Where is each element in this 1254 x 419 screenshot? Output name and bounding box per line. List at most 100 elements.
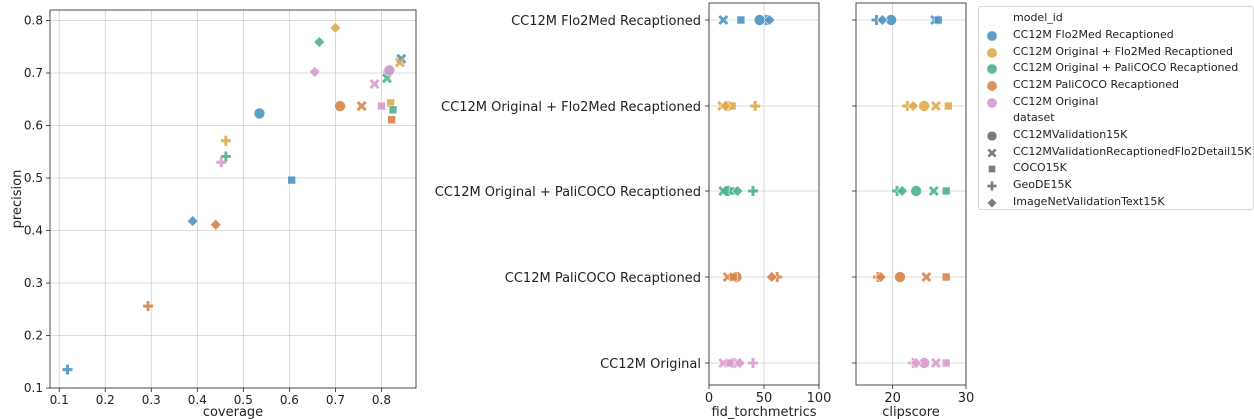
legend-item-cc12m-palicoco-recaptioned: CC12M PaliCOCO Recaptioned [979,77,1254,93]
point-cc12m-original-flo2med-recaptioned-cc12mvalidation15k [918,100,931,112]
point-cc12m-palicoco-recaptioned-imagenetvalidationtext15k [209,218,222,231]
x-tick-label: 0.8 [372,393,391,407]
point-cc12m-original-palicoco-recaptioned-cc12mvalidationrecaptionedflo2detail15k [928,185,939,197]
legend-color-swatch [986,47,998,59]
legend-title-model: model_id [1013,11,1063,24]
legend-marker [987,181,997,191]
x-tick-label: 100 [807,391,832,406]
x-tick-label: 0.6 [280,393,299,407]
y-tick-label: 0.2 [24,329,43,343]
point-cc12m-original-palicoco-recaptioned-coco15k [941,186,951,196]
legend-marker-diamond [986,197,998,209]
point-cc12m-original-palicoco-recaptioned-cc12mvalidationrecaptionedflo2detail15k [718,185,729,197]
x-axis-label: clipscore [882,405,940,419]
legend-marker [988,165,996,174]
legend-label: CC12M PaliCOCO Recaptioned [1013,78,1180,92]
x-axis-label: fid_torchmetrics [711,405,816,419]
x-tick-label: 0.5 [234,393,253,407]
legend-label: ImageNetValidationText15K [1013,194,1165,208]
point-cc12m-palicoco-recaptioned-cc12mvalidationrecaptionedflo2detail15k [356,101,367,112]
legend-item-geode15k: GeoDE15K [979,177,1254,193]
y-tick-label: 0.3 [24,276,43,290]
point-cc12m-flo2med-recaptioned-coco15k [933,15,943,25]
legend-marker [987,148,997,158]
y-axis-label: precision [10,170,25,229]
point-cc12m-original-cc12mvalidation15k [383,64,396,77]
point-cc12m-palicoco-recaptioned-coco15k [728,272,738,282]
legend-label: CC12M Original + PaliCOCO Recaptioned [1013,61,1239,75]
point-cc12m-palicoco-recaptioned-cc12mvalidation15k [894,271,906,283]
legend-color-swatch [986,63,998,75]
legend-marker-circle [986,130,998,142]
legend-item-imagenetvalidationtext15k: ImageNetValidationText15K [979,194,1254,210]
x-tick-label: 20 [884,391,901,406]
point-cc12m-original-flo2med-recaptioned-cc12mvalidationrecaptionedflo2detail15k [394,57,405,68]
legend-item-cc12m-original-palicoco-recaptioned: CC12M Original + PaliCOCO Recaptioned [979,60,1254,76]
point-cc12m-original-palicoco-recaptioned-imagenetvalidationtext15k [731,185,744,197]
legend-swatch [986,30,998,42]
x-axis-label: coverage [203,405,263,419]
legend-marker [986,130,998,142]
y-tick-label: 0.7 [24,66,43,80]
point-cc12m-palicoco-recaptioned-coco15k [941,272,951,282]
point-cc12m-flo2med-recaptioned-geode15k [62,364,73,375]
point-cc12m-original-flo2med-recaptioned-coco15k [944,101,953,111]
point-cc12m-original-imagenetvalidationtext15k [910,357,923,369]
legend-item-cc12mvalidation15k: CC12MValidation15K [979,127,1254,143]
y-tick-label-cc12m-original-flo2med-recaptioned: CC12M Original + Flo2Med Recaptioned [441,100,701,115]
legend-label: CC12MValidation15K [1013,128,1128,141]
legend-swatch [986,63,998,75]
legend-swatch [986,97,998,109]
y-tick-label-cc12m-original: CC12M Original [600,357,701,372]
point-cc12m-original-geode15k [216,157,227,168]
plot-frame [855,2,967,386]
point-cc12m-original-palicoco-recaptioned-cc12mvalidation15k [910,185,922,197]
x-tick-label: 0 [705,391,713,406]
x-tick-label: 0.2 [96,393,115,407]
point-cc12m-original-palicoco-recaptioned-coco15k [388,105,398,115]
legend-label: CC12M Original [1013,94,1099,108]
point-cc12m-original-flo2med-recaptioned-geode15k [750,101,761,111]
legend-item-cc12m-original: CC12M Original [979,94,1254,110]
legend: model_id CC12M Flo2Med Recaptioned CC12M … [978,6,1254,210]
point-cc12m-original-flo2med-recaptioned-imagenetvalidationtext15k [329,21,342,34]
point-cc12m-original-palicoco-recaptioned-imagenetvalidationtext15k [313,36,326,48]
point-cc12m-flo2med-recaptioned-coco15k [736,15,746,25]
point-cc12m-flo2med-recaptioned-coco15k [287,175,296,185]
x-tick-label: 0.3 [142,393,161,407]
legend-label: CC12M Original + Flo2Med Recaptioned [1013,44,1233,58]
legend-color-swatch [986,80,998,92]
y-tick-label-cc12m-original-palicoco-recaptioned: CC12M Original + PaliCOCO Recaptioned [435,185,701,200]
panel-fid: 0 50 100 CC12M Flo2Med Recaptioned CC12M Ori… [435,2,832,419]
point-cc12m-palicoco-recaptioned-geode15k [143,301,154,312]
legend-marker-square [988,165,996,174]
legend-item-coco15k: COCO15K [979,160,1254,176]
panel-precision-coverage: 0.1 0.2 0.3 0.4 0.5 0.6 0.7 0.8 0.1 0.2 0.3 0.4 0.5 0… [10,9,417,419]
x-tick-label: 30 [958,391,975,406]
point-cc12m-flo2med-recaptioned-imagenetvalidationtext15k [876,14,889,26]
y-tick-label-cc12m-flo2med-recaptioned: CC12M Flo2Med Recaptioned [511,14,701,29]
point-cc12m-palicoco-recaptioned-cc12mvalidation15k [334,100,346,112]
panel-clipscore: 20 30 clipscore [852,2,975,419]
legend-marker-x [987,148,997,158]
point-cc12m-original-palicoco-recaptioned-geode15k [220,151,231,162]
legend-item-cc12m-flo2med-recaptioned: CC12M Flo2Med Recaptioned [979,27,1254,43]
y-tick-label: 0.6 [24,119,43,133]
point-cc12m-flo2med-recaptioned-cc12mvalidationrecaptionedflo2detail15k [718,14,729,26]
legend-swatch [986,80,998,92]
point-cc12m-flo2med-recaptioned-imagenetvalidationtext15k [763,14,776,26]
legend-title-dataset: dataset [1013,111,1055,124]
point-cc12m-original-palicoco-recaptioned-geode15k [748,186,758,196]
point-cc12m-palicoco-recaptioned-cc12mvalidationrecaptionedflo2detail15k [921,271,932,283]
plot-frame [708,2,820,386]
y-tick-label: 0.4 [24,224,43,238]
legend-label: CC12M Flo2Med Recaptioned [1013,28,1174,41]
legend-marker [986,197,998,209]
point-cc12m-original-flo2med-recaptioned-imagenetvalidationtext15k [719,100,732,112]
legend-color-swatch [986,30,998,42]
plot-frame [49,9,417,389]
point-cc12m-original-cc12mvalidationrecaptionedflo2detail15k [369,78,380,90]
y-tick-label: 0.1 [24,381,43,395]
x-tick-label: 50 [756,391,773,406]
